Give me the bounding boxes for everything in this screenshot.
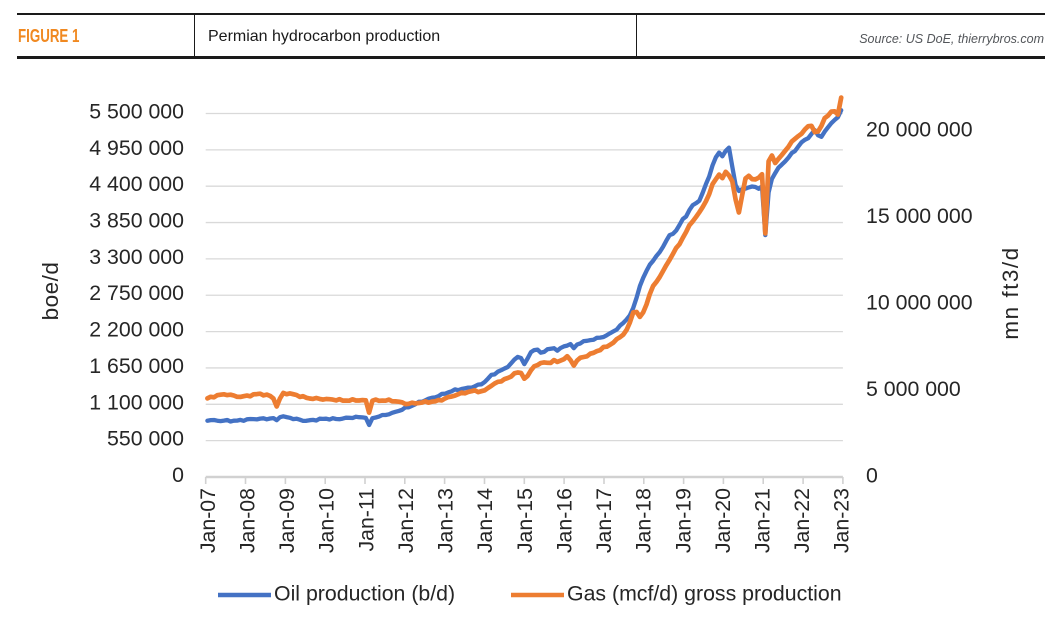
svg-text:0: 0 [866, 464, 878, 488]
svg-text:4 950 000: 4 950 000 [89, 136, 184, 160]
svg-text:Jan-07: Jan-07 [196, 488, 220, 553]
svg-text:Oil production (b/d): Oil production (b/d) [274, 582, 455, 606]
svg-text:Jan-19: Jan-19 [671, 488, 695, 553]
svg-text:Gas (mcf/d) gross production: Gas (mcf/d) gross production [567, 582, 842, 606]
svg-text:Jan-21: Jan-21 [751, 488, 775, 553]
svg-text:0: 0 [172, 463, 184, 487]
svg-text:boe/d: boe/d [38, 262, 63, 321]
svg-text:Jan-09: Jan-09 [275, 488, 299, 553]
svg-text:550 000: 550 000 [107, 427, 184, 451]
svg-text:Jan-13: Jan-13 [434, 488, 458, 553]
svg-text:Jan-12: Jan-12 [394, 488, 418, 553]
svg-text:1 650 000: 1 650 000 [89, 354, 184, 378]
svg-text:Jan-20: Jan-20 [711, 488, 735, 553]
svg-text:Jan-08: Jan-08 [236, 488, 260, 553]
svg-text:Jan-17: Jan-17 [592, 488, 616, 553]
svg-text:2 750 000: 2 750 000 [89, 281, 184, 305]
svg-text:Jan-18: Jan-18 [632, 488, 656, 553]
svg-text:1 100 000: 1 100 000 [89, 390, 184, 414]
svg-text:Jan-16: Jan-16 [552, 488, 576, 553]
svg-text:2 200 000: 2 200 000 [89, 318, 184, 342]
svg-text:Jan-22: Jan-22 [790, 488, 814, 553]
svg-text:3 850 000: 3 850 000 [89, 209, 184, 233]
svg-text:Jan-23: Jan-23 [830, 488, 854, 553]
svg-text:3 300 000: 3 300 000 [89, 245, 184, 269]
svg-text:4 400 000: 4 400 000 [89, 172, 184, 196]
svg-text:Jan-11: Jan-11 [354, 488, 378, 552]
svg-text:Jan-15: Jan-15 [513, 488, 537, 553]
svg-text:Jan-10: Jan-10 [315, 488, 339, 553]
svg-text:15 000 000: 15 000 000 [866, 204, 973, 228]
svg-text:mn ft3/d: mn ft3/d [998, 246, 1023, 339]
svg-text:5 000 000: 5 000 000 [866, 377, 961, 401]
svg-text:10 000 000: 10 000 000 [866, 290, 973, 314]
svg-text:20 000 000: 20 000 000 [866, 117, 973, 141]
svg-text:Jan-14: Jan-14 [473, 488, 497, 553]
svg-text:5 500 000: 5 500 000 [89, 100, 184, 124]
